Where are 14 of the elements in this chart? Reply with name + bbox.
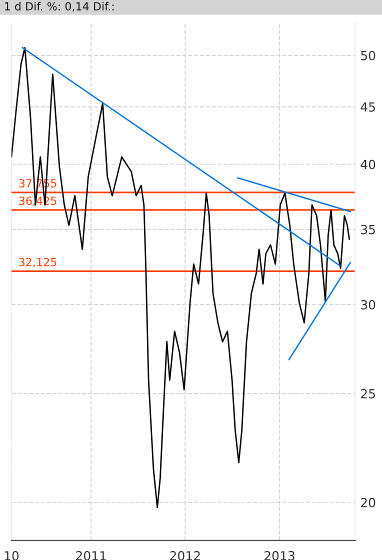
x-tick-label: 2013 — [264, 551, 294, 560]
y-tick-label: 35 — [361, 224, 375, 234]
y-tick-label: 25 — [361, 388, 375, 398]
y-tick-label: 30 — [361, 300, 376, 310]
y-tick-label: 40 — [360, 160, 376, 170]
x-tick-label: 2011 — [76, 551, 106, 560]
chart-title: 1 d Dif. %: 0,14 Dif.: — [5, 2, 114, 12]
y-tick-label: 20 — [361, 498, 376, 508]
y-tick-label: 45 — [360, 102, 375, 112]
y-tick-label: 50 — [361, 50, 376, 60]
ref-line-label: 32,125 — [19, 258, 56, 268]
x-tick-label: 2012 — [170, 551, 200, 560]
x-tick-label: 10 — [4, 551, 19, 560]
line-series — [11, 46, 350, 508]
